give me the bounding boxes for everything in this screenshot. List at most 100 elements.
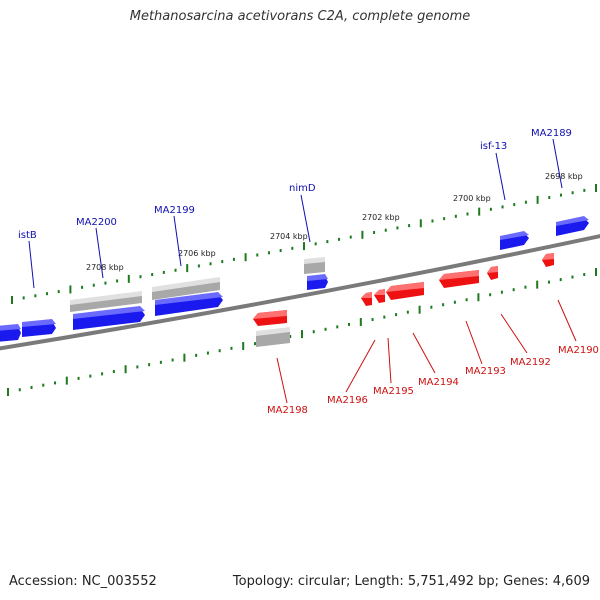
major-tick (361, 230, 364, 239)
minor-tick (396, 226, 399, 230)
forward-genes (0, 216, 589, 342)
minor-tick (383, 315, 386, 319)
scale-label-2698: 2698 kbp (545, 172, 583, 181)
minor-tick (571, 275, 574, 279)
minor-tick (430, 305, 433, 309)
major-tick (419, 219, 422, 228)
minor-tick (489, 293, 492, 297)
forward-gene-labels: istB MA2200 MA2199 nimD isf-13 MA2189 (18, 128, 572, 289)
minor-tick (89, 374, 92, 378)
minor-tick (18, 388, 21, 392)
minor-tick (206, 351, 209, 355)
gray-feature (304, 262, 325, 274)
minor-tick (453, 300, 456, 304)
minor-tick (101, 372, 104, 376)
gene-label-MA2199: MA2199 (154, 205, 195, 216)
major-tick (478, 207, 481, 216)
gene-label-isf-13: isf-13 (480, 141, 507, 152)
minor-tick (116, 279, 119, 283)
gray-feature (256, 332, 290, 347)
minor-tick (349, 235, 352, 239)
reverse-gene-arrow (487, 266, 498, 273)
minor-tick (548, 195, 551, 199)
minor-tick (267, 251, 270, 255)
gene-label-MA2198: MA2198 (267, 405, 308, 416)
minor-tick (314, 242, 317, 246)
forward-gene-arrow (155, 294, 223, 316)
genome-summary-text: Topology: circular; Length: 5,751,492 bp… (232, 574, 590, 589)
major-tick (127, 274, 130, 283)
minor-tick (583, 273, 586, 277)
forward-gene-arrow (556, 216, 589, 226)
minor-tick (291, 246, 294, 250)
major-tick (11, 296, 13, 304)
scale-ticks-upper (11, 184, 597, 304)
minor-tick (408, 224, 411, 228)
reverse-gene-arrow (374, 289, 385, 295)
gene-label-MA2196: MA2196 (327, 395, 368, 406)
reverse-gene-arrow (542, 253, 554, 260)
minor-tick (136, 365, 139, 369)
gene-label-MA2195: MA2195 (373, 386, 414, 397)
reverse-gene-arrow (386, 282, 424, 292)
minor-tick (406, 310, 409, 314)
minor-tick (501, 205, 504, 209)
minor-tick (171, 358, 174, 362)
major-tick (65, 376, 68, 385)
reverse-gene-labels: MA2198 MA2196 MA2195 MA2194 MA2193 MA219… (267, 299, 599, 416)
minor-tick (373, 231, 376, 235)
backbone (0, 234, 600, 351)
map-title: Methanosarcina acetivorans C2A, complete… (129, 9, 471, 24)
major-tick (303, 242, 305, 251)
minor-tick (443, 217, 446, 221)
scale-label-2708: 2708 kbp (86, 263, 124, 272)
minor-tick (195, 353, 198, 357)
forward-gene-arrow (500, 231, 529, 240)
minor-tick (326, 240, 329, 244)
gene-label-MA2189: MA2189 (531, 128, 572, 139)
minor-tick (348, 322, 351, 326)
forward-gene-arrow (73, 308, 145, 330)
minor-tick (159, 360, 162, 364)
major-tick (124, 365, 127, 374)
minor-tick (442, 303, 445, 307)
minor-tick (253, 342, 256, 346)
major-tick (301, 330, 303, 339)
minor-tick (512, 288, 515, 292)
minor-tick (489, 207, 492, 211)
minor-tick (46, 292, 49, 296)
minor-tick (104, 281, 107, 285)
gene-label-MA2194: MA2194 (418, 377, 459, 388)
minor-tick (524, 285, 527, 289)
minor-tick (218, 349, 221, 353)
minor-tick (81, 285, 84, 289)
minor-tick (384, 228, 387, 232)
gray-features (70, 257, 325, 347)
forward-gene-arrow (73, 306, 145, 319)
reverse-gene-arrow (439, 270, 479, 280)
major-tick (595, 268, 597, 276)
minor-tick (197, 264, 200, 268)
reverse-gene-arrow (361, 292, 372, 298)
minor-tick (34, 294, 37, 298)
minor-tick (583, 188, 586, 192)
gene-label-nimD: nimD (289, 183, 316, 194)
reverse-genes (253, 253, 554, 326)
forward-gene-arrow (22, 319, 56, 327)
minor-tick (230, 346, 233, 350)
major-tick (536, 195, 539, 204)
minor-tick (371, 318, 374, 322)
gene-label-MA2192: MA2192 (510, 357, 551, 368)
minor-tick (324, 327, 327, 331)
major-tick (536, 280, 539, 289)
gene-label-MA2193: MA2193 (465, 366, 506, 377)
minor-tick (256, 253, 259, 257)
major-tick (418, 305, 421, 314)
major-tick (242, 341, 245, 350)
gene-label-istB: istB (18, 230, 37, 241)
scale-label-2704: 2704 kbp (270, 232, 308, 241)
minor-tick (139, 275, 142, 279)
minor-tick (232, 257, 235, 261)
minor-tick (571, 191, 574, 195)
